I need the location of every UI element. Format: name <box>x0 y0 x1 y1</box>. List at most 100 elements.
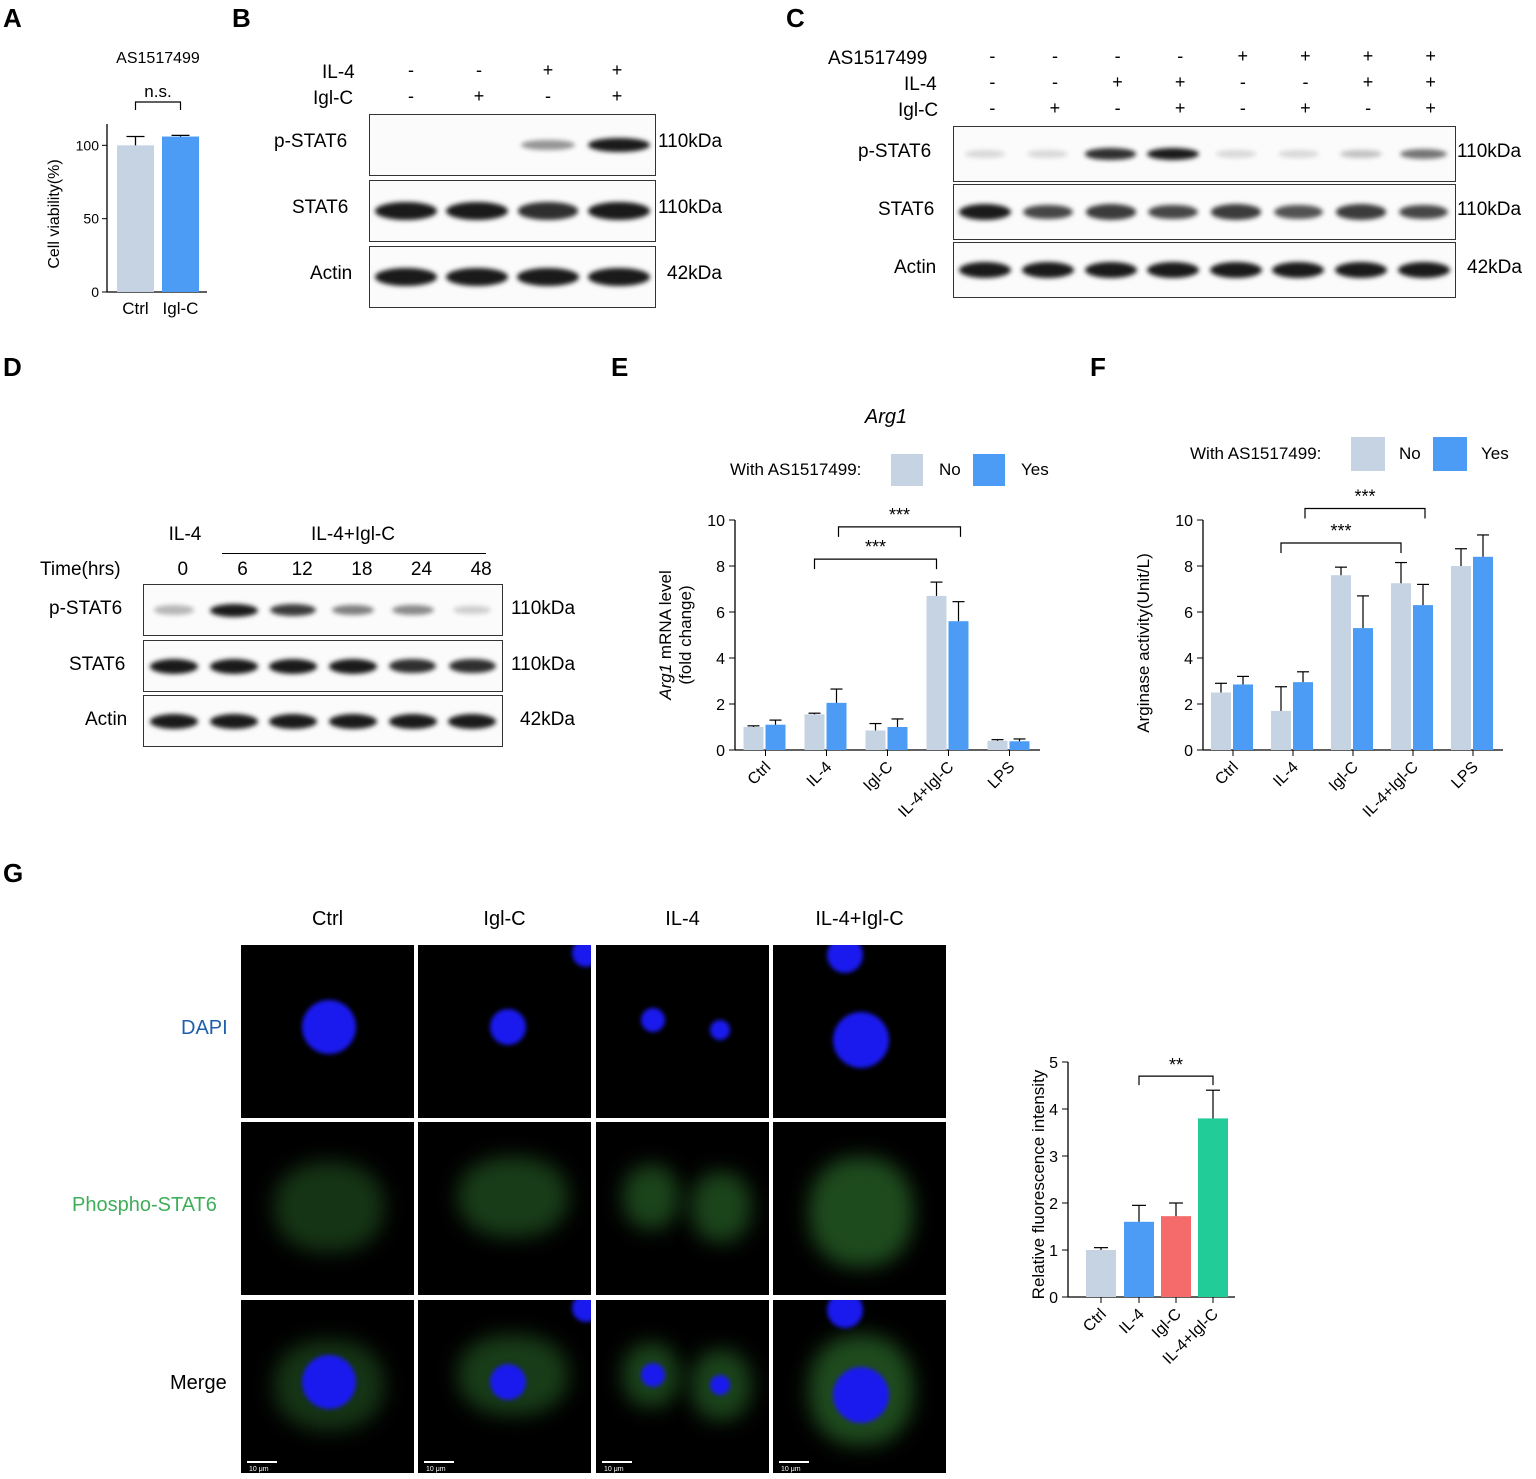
b-blot-size: 110kDa <box>658 131 723 152</box>
g-column-igl-c: Igl-C <box>483 908 526 930</box>
d-time-48: 48 <box>470 559 492 580</box>
g-row-phospho-stat6: Phospho-STAT6 <box>72 1194 217 1216</box>
g-sig-bracket <box>1138 1075 1214 1086</box>
c-sign: - <box>1239 72 1246 92</box>
panel-f-chart: 0 2 4 6 8 10 Ctrl IL-4 Igl-CIL-4+Igl-C LPS ****** A… <box>1134 487 1503 821</box>
d-p-stat6-band <box>331 604 375 616</box>
b-stat6-blot <box>369 180 656 242</box>
c-sign: - <box>1239 98 1246 118</box>
g-cytoplasm <box>623 1165 679 1229</box>
g-image-phospho-stat6-igl-c <box>418 1122 591 1295</box>
g-bar-il-4-igl-c <box>1198 1118 1228 1297</box>
a-x-label: Ctrl <box>122 299 148 318</box>
b-actin-blot <box>369 246 656 308</box>
panel-e-legend-yes: Yes <box>1021 460 1049 479</box>
d-blot-size: 42kDa <box>520 709 575 730</box>
c-p-stat6-band <box>1085 148 1136 160</box>
e-x-label: LPS <box>985 759 1018 792</box>
e-bar-il-4-igl-c-yes <box>948 621 969 750</box>
b-p-stat6-band <box>521 139 575 151</box>
g-scale-bar <box>424 1461 454 1463</box>
c-sign: + <box>1362 46 1374 66</box>
f-x-label: Ctrl <box>1212 759 1242 789</box>
panel-label-c: C <box>786 3 805 33</box>
g-column-il-4: IL-4 <box>665 908 700 930</box>
a-bar-ctrl <box>117 145 154 292</box>
b-actin-band <box>445 268 508 286</box>
g-sig-label: ** <box>1169 1055 1183 1075</box>
c-sign: + <box>1174 72 1186 92</box>
c-sign: + <box>1425 46 1436 66</box>
g-bar-ctrl <box>1086 1250 1116 1297</box>
panel-a-chart: 0 50 100 Cell viability(%) Ctrl Igl-C n.s. <box>46 82 207 318</box>
b-sign: - <box>408 60 414 80</box>
g-nucleus <box>490 1009 526 1045</box>
d-actin-band <box>388 713 437 729</box>
e-y-axis-label-2: (fold change) <box>676 585 695 684</box>
d-stat6-band <box>149 658 198 674</box>
c-sign: + <box>1362 72 1374 92</box>
d-actin-band <box>269 713 318 729</box>
c-blot-size: 42kDa <box>1467 257 1522 278</box>
c-stat6-band <box>1023 204 1073 220</box>
f-sig-label: *** <box>1354 487 1375 507</box>
g-nucleus <box>641 1008 665 1032</box>
panel-label-g: G <box>3 858 24 888</box>
g-x-label: IL-4 <box>1116 1306 1148 1338</box>
c-blot-size: 110kDa <box>1457 141 1522 162</box>
f-x-label: IL-4 <box>1270 759 1302 791</box>
b-sign: + <box>542 60 554 80</box>
c-p-stat6-band <box>1339 149 1383 159</box>
g-image-dapi-igl-c <box>418 945 591 1118</box>
c-p-stat6-band <box>1027 150 1069 158</box>
c-p-stat6-blot <box>953 126 1456 182</box>
b-blot-label-stat6: STAT6 <box>292 197 349 218</box>
g-cytoplasm <box>809 1157 913 1267</box>
d-stat6-band <box>448 658 496 674</box>
panel-f-legend-yes: Yes <box>1481 444 1509 463</box>
d-blot-size: 110kDa <box>511 654 576 675</box>
panel-d-group2-label: IL-4+Igl-C <box>311 524 395 545</box>
d-stat6-band <box>269 658 318 674</box>
b-condition-il-4: IL-4 <box>322 62 355 83</box>
panel-f-legend-swatch-no <box>1351 437 1385 471</box>
c-sign: - <box>1177 46 1184 66</box>
g-nucleus <box>302 1355 356 1409</box>
d-actin-band <box>448 713 497 729</box>
g-nucleus <box>572 1300 591 1322</box>
g-image-merge-ctrl: 10 μm <box>241 1300 414 1473</box>
f-bar-il-4-no <box>1271 710 1291 750</box>
e-bar-il-4-igl-c-no <box>926 595 947 750</box>
g-column-il-4-igl-c: IL-4+Igl-C <box>815 908 904 930</box>
e-sig-bracket <box>837 526 962 537</box>
d-time-18: 18 <box>351 559 373 580</box>
d-actin-band <box>149 713 198 729</box>
f-bar-lps-yes <box>1473 556 1493 750</box>
e-y-tick-label: 10 <box>707 513 725 530</box>
b-sign: + <box>473 86 485 106</box>
g-nucleus <box>302 1000 356 1054</box>
c-actin-band <box>1272 262 1325 278</box>
panel-e-chart: 0 2 4 6 8 10 Ctrl IL-4 Igl-CIL-4+Igl-C LPS ****** A… <box>656 505 1040 821</box>
g-row-merge: Merge <box>170 1372 227 1394</box>
f-x-label: LPS <box>1448 759 1481 792</box>
b-actin-band <box>517 268 580 286</box>
f-y-tick-label: 4 <box>1184 651 1193 668</box>
g-image-merge-il-4-igl-c: 10 μm <box>773 1300 946 1473</box>
g-scale-bar <box>779 1461 809 1463</box>
d-stat6-blot <box>143 640 503 692</box>
c-sign: - <box>1051 72 1058 92</box>
c-blot-label-actin: Actin <box>894 257 937 278</box>
d-stat6-band <box>389 658 436 674</box>
f-bar-il-4-igl-c-yes <box>1413 605 1433 750</box>
g-image-merge-igl-c: 10 μm <box>418 1300 591 1473</box>
e-sig-label: *** <box>865 537 886 557</box>
d-p-stat6-band <box>391 604 434 616</box>
c-sign: + <box>1049 98 1061 118</box>
panel-label-a: A <box>3 3 22 33</box>
c-p-stat6-band <box>1400 148 1448 160</box>
panel-label-b: B <box>232 3 251 33</box>
e-bar-ctrl-yes <box>765 724 786 750</box>
e-y-tick-label: 0 <box>716 743 725 760</box>
f-sig-label: *** <box>1330 521 1351 541</box>
